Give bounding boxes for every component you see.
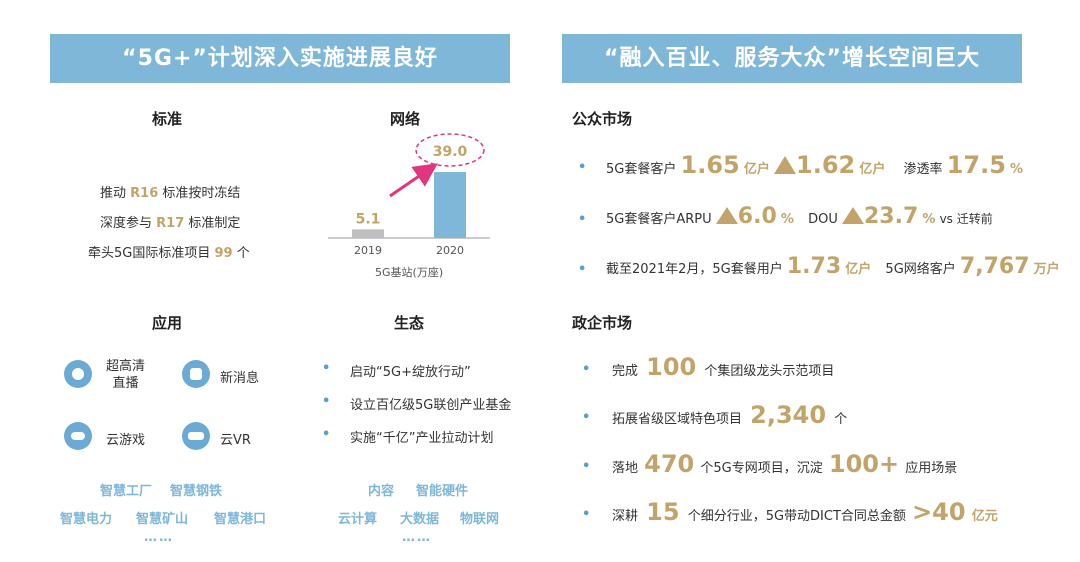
vr-headset-icon [182, 422, 210, 450]
tag-smart-steel: 智慧钢铁 [170, 484, 223, 499]
gm-bullet-2: • [582, 410, 591, 425]
tag-content: 内容 [368, 484, 395, 499]
network-xlabel: 5G基站(万座) [375, 266, 444, 279]
eco-item-2: 设立百亿级5G联创产业基金 [350, 398, 512, 413]
ecosystem-more: …… [402, 530, 432, 545]
tag-cloud-computing: 云计算 [338, 512, 378, 527]
bar-2019 [352, 229, 384, 238]
pm-row-1: 5G套餐客户 1.65 亿户 1.62 亿户 渗透率 17.5 % [606, 151, 1024, 179]
category-label-2020: 2020 [436, 244, 464, 257]
tag-smart-factory: 智慧工厂 [100, 484, 153, 499]
left-banner: “5G+”计划深入实施进展良好 [50, 34, 510, 83]
gamepad-icon [64, 422, 92, 450]
gm-row-1: 完成 100 个集团级龙头示范项目 [612, 353, 835, 381]
standard-line-2: 深度参与 R17 标准制定 [100, 216, 241, 231]
standard-line-3: 牵头5G国际标准项目 99 个 [88, 246, 250, 261]
tag-smart-power: 智慧电力 [60, 512, 113, 527]
application-title: 应用 [152, 314, 183, 332]
standard-title: 标准 [152, 110, 183, 128]
gm-bullet-1: • [582, 362, 591, 377]
ecosystem-title: 生态 [394, 314, 425, 332]
gm-row-3: 落地 470 个5G专网项目，沉淀 100+ 应用场景 [612, 450, 958, 478]
tag-big-data: 大数据 [400, 512, 440, 527]
app-item-message: 新消息 [220, 371, 260, 386]
right-banner: “融入百业、服务大众”增长空间巨大 [562, 34, 1022, 83]
eco-item-1: 启动“5G+绽放行动” [350, 365, 471, 380]
highlight-ellipse [415, 133, 485, 167]
pm-row-3: 截至2021年2月，5G套餐用户 1.73 亿户 5G网络客户 7,767 万户 [606, 254, 1060, 279]
base-station-chart: 5.1 2019 39.0 2020 [328, 133, 490, 257]
message-icon [182, 360, 210, 388]
network-title: 网络 [390, 110, 421, 128]
app-item-live: 超高清 直播 [106, 359, 146, 391]
gm-bullet-3: • [582, 459, 591, 474]
app-item-game: 云游戏 [106, 433, 146, 448]
value-label-2019: 5.1 [356, 211, 381, 227]
app-item-vr: 云VR [220, 433, 251, 448]
increase-triangle-icon [774, 156, 797, 174]
tag-smart-hardware: 智能硬件 [416, 484, 469, 499]
tag-iot: 物联网 [460, 512, 500, 527]
gm-row-4: 深耕 15 个细分行业，5G带动DICT合同总金额 >40 亿元 [612, 498, 998, 526]
eco-bullet-2: • [322, 394, 331, 409]
bar-2020 [434, 172, 466, 238]
tag-smart-mine: 智慧矿山 [136, 512, 189, 527]
gm-bullet-4: • [582, 507, 591, 522]
increase-triangle-icon [841, 207, 864, 224]
live-video-icon [64, 360, 92, 388]
eco-bullet-1: • [322, 361, 331, 376]
eco-bullet-3: • [322, 427, 331, 442]
pm-bullet-2: • [578, 212, 587, 227]
public-market-title: 公众市场 [572, 110, 633, 128]
gm-row-2: 拓展省级区域特色项目 2,340 个 [612, 401, 848, 429]
application-more: …… [144, 530, 174, 545]
pm-bullet-3: • [578, 262, 587, 277]
eco-item-3: 实施“千亿”产业拉动计划 [350, 431, 494, 446]
gov-market-title: 政企市场 [572, 314, 633, 332]
pm-bullet-1: • [578, 160, 587, 175]
standard-line-1: 推动 R16 标准按时冻结 [100, 186, 241, 201]
value-label-2020: 39.0 [433, 144, 468, 160]
increase-triangle-icon [715, 207, 738, 224]
category-label-2019: 2019 [354, 244, 382, 257]
tag-smart-port: 智慧港口 [214, 512, 267, 527]
pm-row-2: 5G套餐客户ARPU 6.0 % DOU 23.7 % vs 迁转前 [606, 204, 993, 229]
growth-arrow [389, 163, 438, 198]
